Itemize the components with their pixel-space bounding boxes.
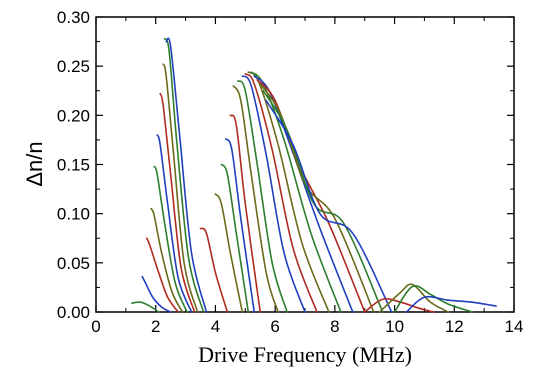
series-line bbox=[150, 207, 184, 313]
x-tick-label: 12 bbox=[445, 317, 464, 336]
series-line bbox=[229, 114, 262, 313]
series-line bbox=[265, 99, 393, 313]
series-line bbox=[165, 37, 208, 313]
y-axis-label: Δn/n bbox=[22, 141, 47, 186]
y-tick-label: 0.20 bbox=[57, 106, 90, 125]
series-line bbox=[220, 163, 250, 313]
series-line bbox=[153, 165, 188, 313]
series-line bbox=[225, 138, 256, 313]
plot-frame bbox=[95, 16, 515, 313]
x-tick-label: 8 bbox=[330, 317, 339, 336]
y-tick-label: 0.00 bbox=[57, 303, 90, 322]
tick-labels: 0 2 4 6 8 10 12 14 0.00 0.05 0.10 0.15 0.20 0.25 0.30 bbox=[57, 8, 524, 336]
series-line bbox=[393, 285, 473, 313]
series-line bbox=[405, 295, 497, 313]
series-line bbox=[250, 71, 342, 313]
ticks bbox=[95, 16, 515, 313]
series-line bbox=[214, 193, 244, 313]
x-tick-label: 10 bbox=[385, 317, 404, 336]
series-line bbox=[262, 89, 384, 313]
y-tick-label: 0.25 bbox=[57, 57, 90, 76]
series-line bbox=[247, 71, 330, 313]
series-line bbox=[162, 63, 199, 313]
series-line bbox=[237, 80, 288, 313]
series-line bbox=[145, 237, 179, 313]
series-line bbox=[241, 75, 306, 313]
series-group bbox=[131, 37, 497, 313]
x-tick-label: 6 bbox=[270, 317, 279, 336]
y-tick-label: 0.30 bbox=[57, 8, 90, 27]
series-line bbox=[163, 37, 205, 313]
y-tick-label: 0.15 bbox=[57, 156, 90, 175]
x-tick-label: 2 bbox=[151, 317, 160, 336]
x-tick-label: 14 bbox=[505, 317, 524, 336]
series-line bbox=[199, 227, 229, 313]
series-line bbox=[131, 301, 160, 313]
y-tick-label: 0.05 bbox=[57, 254, 90, 273]
series-line bbox=[141, 275, 172, 313]
y-tick-label: 0.10 bbox=[57, 205, 90, 224]
series-line bbox=[159, 92, 196, 313]
x-tick-label: 4 bbox=[211, 317, 220, 336]
series-line bbox=[156, 134, 193, 313]
series-line bbox=[378, 283, 450, 313]
x-axis-label: Drive Frequency (MHz) bbox=[198, 342, 412, 367]
series-line bbox=[232, 85, 279, 313]
x-tick-label: 0 bbox=[91, 317, 100, 336]
series-line bbox=[244, 73, 318, 313]
